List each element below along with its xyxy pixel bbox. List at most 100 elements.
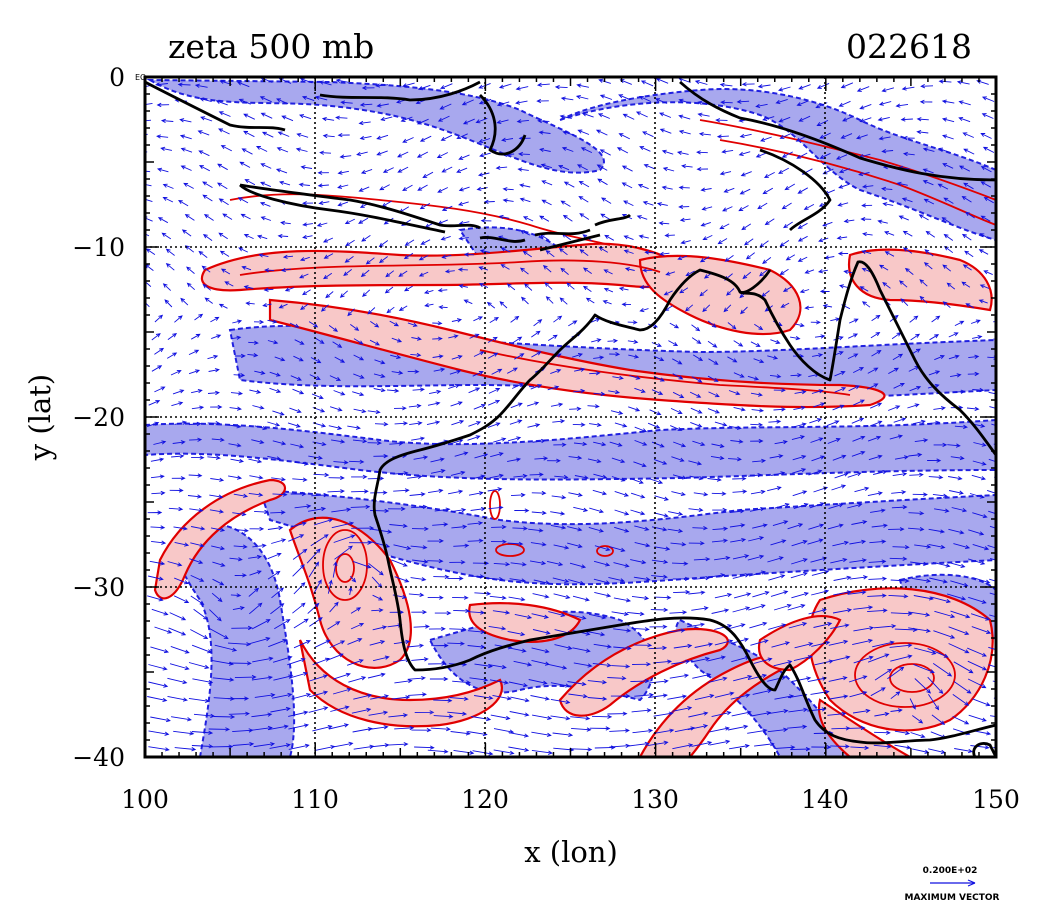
wind-vector (958, 116, 971, 123)
wind-vector (634, 542, 651, 548)
wind-vector (627, 611, 645, 617)
wind-vector (233, 493, 249, 498)
wind-vector (412, 387, 425, 392)
wind-vector (635, 111, 648, 118)
wind-vector (747, 673, 768, 681)
wind-vector (550, 682, 571, 688)
wind-vector (150, 457, 165, 462)
wind-vector (922, 168, 934, 174)
wind-vector (471, 716, 492, 722)
wind-vector (490, 452, 504, 458)
wind-vector (902, 135, 915, 141)
wind-vector (888, 405, 901, 411)
wind-vector (489, 317, 500, 323)
wind-vector (630, 492, 646, 499)
wind-vector (748, 604, 766, 611)
wind-vector (592, 662, 612, 668)
wind-vector (964, 250, 974, 258)
wind-vector (184, 245, 195, 253)
wind-vector (321, 116, 335, 122)
wind-vector (811, 455, 826, 462)
wind-vector (867, 653, 890, 663)
wind-vector (810, 689, 830, 695)
wind-vector (508, 647, 527, 653)
wind-vector (552, 419, 566, 424)
coastlines (145, 80, 996, 757)
wind-vector (394, 576, 410, 583)
wind-vector (496, 101, 510, 107)
wind-vector (757, 202, 768, 210)
wind-vector (370, 694, 390, 700)
wind-vector (729, 523, 746, 528)
wind-vector (412, 559, 429, 564)
coast-sumatra (145, 80, 286, 132)
wind-vector (938, 147, 950, 153)
wind-vector (419, 135, 432, 142)
wind-vector (707, 340, 718, 348)
wind-vector (754, 741, 775, 747)
wind-vector (461, 99, 474, 106)
wind-vector (410, 545, 428, 550)
wind-vector (665, 271, 676, 276)
wind-vector (902, 151, 915, 157)
wind-vector (925, 230, 936, 238)
wind-vector (174, 420, 188, 425)
wind-vector (146, 421, 160, 428)
wind-vector (244, 179, 256, 186)
wind-vector (327, 579, 333, 594)
wind-vector (199, 97, 212, 103)
wind-vector (887, 666, 905, 680)
wind-vector (560, 96, 574, 101)
wind-vector (808, 469, 823, 476)
wind-vector (294, 339, 305, 345)
wind-vector (391, 695, 411, 700)
wind-vector (796, 152, 808, 159)
wind-vector (843, 269, 854, 274)
wind-vector (573, 662, 593, 668)
wind-vector (477, 172, 490, 177)
wind-vector (394, 678, 413, 684)
wind-vector (292, 388, 305, 395)
wind-vector (871, 523, 888, 528)
wind-vector (156, 167, 169, 173)
wind-vector (708, 573, 726, 578)
wind-vector (269, 387, 282, 393)
wind-vector (991, 423, 996, 427)
wind-vector (287, 422, 301, 428)
wind-vector (167, 677, 188, 685)
wind-vector (922, 180, 934, 186)
wind-vector (533, 579, 551, 585)
wind-vector (492, 610, 511, 615)
wind-vector (268, 638, 288, 648)
wind-vector (816, 119, 829, 126)
wind-vector (487, 352, 499, 359)
wind-vector (723, 187, 735, 193)
wind-vector (467, 538, 484, 543)
wind-vector (145, 102, 153, 106)
wind-vector (849, 691, 868, 698)
wind-vector (251, 712, 273, 718)
wind-vector (560, 200, 571, 207)
wind-vector (453, 608, 471, 614)
wind-vector (972, 512, 988, 519)
wind-vector (329, 601, 339, 613)
wind-vector (191, 644, 213, 654)
wind-vector (189, 437, 203, 442)
wind-vector (595, 129, 608, 136)
wind-vector (187, 494, 203, 499)
wind-vector (489, 595, 507, 600)
wind-vector (507, 436, 522, 442)
wind-vector (644, 250, 655, 255)
wind-vector (428, 626, 446, 632)
wind-vector (774, 502, 790, 509)
wind-vector (848, 675, 868, 683)
wind-vector (989, 614, 996, 618)
wind-vector (589, 726, 611, 731)
wind-vector (848, 333, 859, 339)
wind-vector (294, 461, 309, 466)
wind-vector (910, 732, 926, 739)
wind-vector (478, 266, 489, 271)
wind-vector (220, 145, 233, 152)
wind-vector (253, 742, 276, 748)
wind-vector (293, 355, 304, 362)
